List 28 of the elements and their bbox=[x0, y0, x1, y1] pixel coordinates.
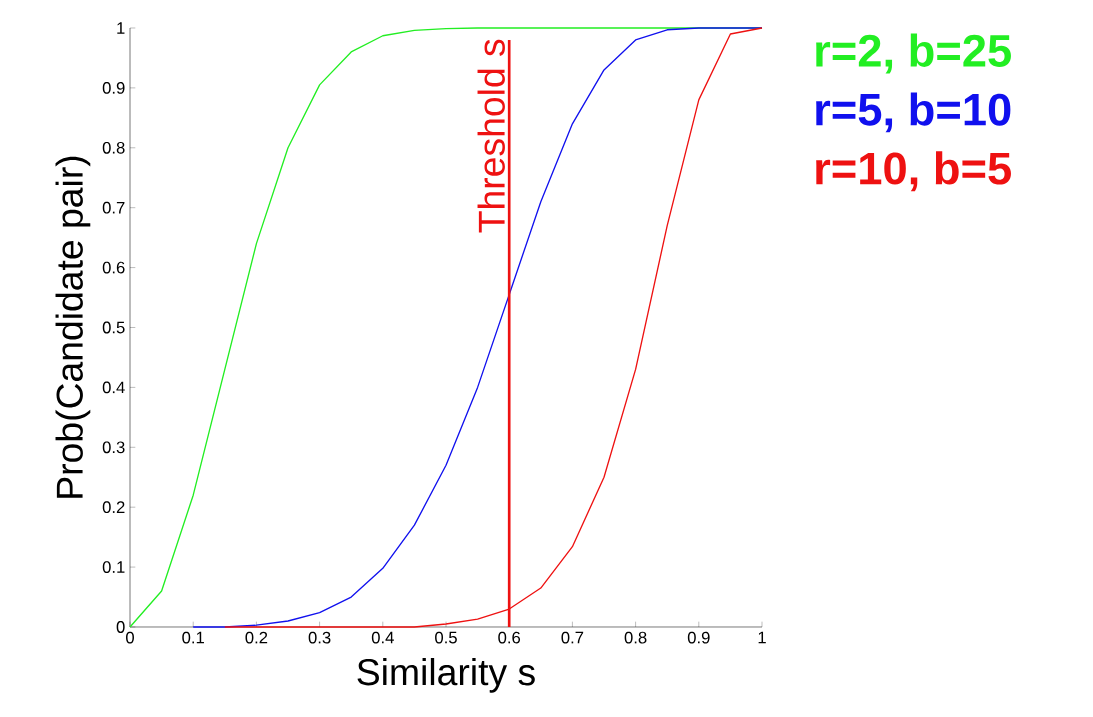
y-tick-label: 0.8 bbox=[102, 141, 125, 154]
x-tick-label: 0 bbox=[126, 631, 134, 644]
ref-line-label: Threshold s bbox=[477, 39, 505, 233]
y-tick-label: 0.4 bbox=[102, 381, 125, 394]
x-tick-label: 0.8 bbox=[624, 631, 647, 644]
y-tick-label: 0.5 bbox=[102, 321, 125, 334]
x-tick-label: 0.5 bbox=[435, 631, 457, 644]
y-tick-label: 0.7 bbox=[102, 201, 125, 214]
x-tick-label: 0.3 bbox=[308, 631, 331, 644]
text: r=10, b=5 bbox=[816, 151, 1011, 192]
series-label: r=2, b=25 bbox=[816, 33, 1011, 74]
x-tick-label: 1 bbox=[758, 631, 766, 644]
y-tick-label: 0.3 bbox=[102, 441, 125, 454]
y-tick-label: 1 bbox=[117, 22, 125, 34]
x-tick-label: 0.7 bbox=[561, 631, 584, 644]
y-tick-label: 0.2 bbox=[102, 501, 125, 514]
x-axis-title: Similarity s bbox=[357, 658, 535, 693]
y-axis-title: Prob(Candidate pair) bbox=[55, 156, 91, 498]
x-tick-label: 0.2 bbox=[245, 631, 268, 644]
x-tick-label: 0.6 bbox=[498, 631, 521, 644]
y-tick-label: 0.1 bbox=[102, 561, 125, 573]
x-tick-label: 0.1 bbox=[182, 631, 204, 644]
x-tick-label: 0.9 bbox=[687, 631, 710, 644]
x-tick-label: 0.4 bbox=[371, 631, 394, 644]
y-tick-label: 0 bbox=[116, 621, 125, 633]
y-tick-label: 0.9 bbox=[102, 82, 125, 94]
y-tick-label: 0.6 bbox=[102, 261, 125, 274]
series-label: r=5, b=10 bbox=[816, 92, 1011, 133]
